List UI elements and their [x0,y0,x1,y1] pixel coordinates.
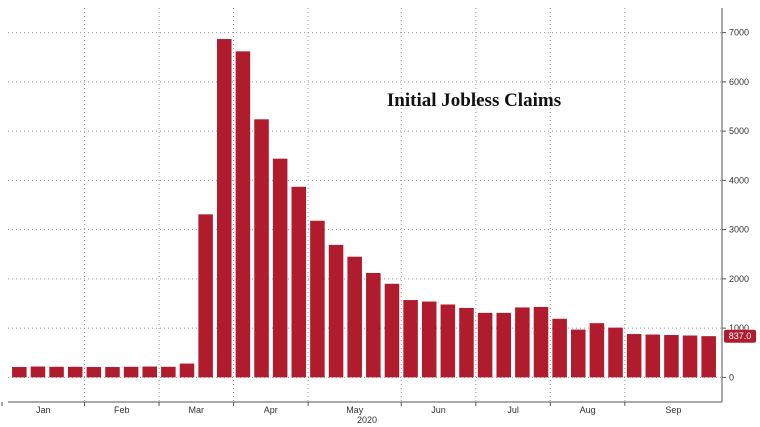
bar [515,307,530,378]
last-value-label: 837.0 [724,329,756,343]
bar [310,220,325,378]
bar [142,366,157,378]
bar [403,300,418,378]
bar [682,335,698,378]
bar [272,158,288,378]
x-tick-label: Aug [580,405,596,415]
x-axis-year-label: 2020 [357,415,377,425]
bar [664,335,679,378]
bar [235,51,251,378]
bar [49,366,64,378]
last-value-text: 837.0 [729,331,752,341]
bar [645,334,661,378]
y-tick-label: 5000 [729,126,749,136]
chart-title: Initial Jobless Claims [387,90,561,111]
bar [198,214,213,378]
y-tick-label: 3000 [729,225,749,235]
bar [552,318,567,378]
bar [701,336,716,378]
bar [86,367,102,378]
bar [477,312,493,378]
bars [12,39,716,378]
bar [626,334,642,378]
bar [254,119,269,378]
y-tick-label: 4000 [729,175,749,185]
x-tick-label: Jan [36,405,51,415]
bar [105,367,120,378]
bar [608,327,623,378]
bar [347,256,362,378]
x-tick-label: Mar [189,405,205,415]
y-tick-label: 7000 [729,28,749,38]
y-tick-label: 0 [729,372,734,382]
bar [440,304,456,378]
bar [30,366,46,378]
y-tick-labels: 0 1000 2000 3000 4000 5000 6000 7000 [722,28,749,382]
y-tick-label: 6000 [729,77,749,87]
bar [533,306,549,378]
axes [8,8,723,403]
y-tick-label: 1000 [729,323,749,333]
bar [123,366,139,378]
gridlines [8,8,722,402]
bar [67,366,83,378]
last-value-badge [724,329,756,343]
bar [384,283,400,378]
bar [496,312,511,378]
bar [459,307,474,378]
x-tick-label: Jun [431,405,446,415]
bar [161,366,176,378]
x-tick-label: Sep [665,405,681,415]
x-tick-label: Apr [264,405,278,415]
bar [179,363,195,378]
y-tick-label: 2000 [729,274,749,284]
bar [291,186,307,378]
bar [12,367,27,378]
bar [328,244,344,378]
bar [571,329,586,378]
x-tick-labels: Jan Feb Mar Apr May Jun Jul Aug Sep [1,402,681,415]
x-tick-label: May [346,405,364,415]
x-tick-label: Feb [114,405,130,415]
bar [421,301,437,378]
x-tick-label: Jul [507,405,519,415]
bar [217,39,232,378]
bar [589,323,605,378]
bar [366,272,381,378]
